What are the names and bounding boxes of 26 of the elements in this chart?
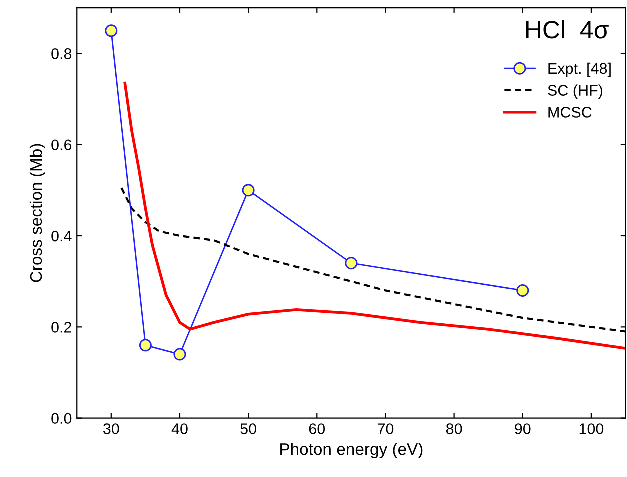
x-tick-label: 90: [515, 424, 531, 434]
line-series: [124, 82, 626, 350]
x-tick-label: 60: [309, 424, 326, 434]
point: [139, 339, 152, 352]
y-tick-label: 0.6: [52, 140, 72, 151]
x-tick-label: 30: [103, 424, 120, 434]
point: [345, 257, 358, 270]
point: [105, 24, 118, 38]
point: [242, 184, 255, 197]
point: [516, 284, 530, 297]
y-tick-label: 0.8: [52, 48, 72, 60]
legend-label: Expt. [48]: [548, 62, 611, 78]
y-axis-title: Cross section (Mb): [30, 144, 46, 282]
legend-label: SC (HF): [548, 84, 603, 99]
y-tick-label: 0.0: [52, 413, 72, 424]
x-tick-label: 50: [240, 424, 256, 434]
x-tick-label: 40: [172, 424, 188, 434]
y-tick-label: 0.2: [52, 322, 72, 333]
legend-label: MCSC: [548, 107, 592, 118]
point: [174, 348, 186, 361]
x-tick-label: 70: [378, 424, 394, 434]
chart-title: HCl 4σ: [526, 20, 609, 39]
x-tick-label: 80: [446, 424, 462, 434]
y-tick-label: 0.4: [52, 230, 72, 242]
x-axis-title: Photon energy (eV): [280, 442, 423, 459]
x-tick-label: 100: [580, 424, 604, 434]
